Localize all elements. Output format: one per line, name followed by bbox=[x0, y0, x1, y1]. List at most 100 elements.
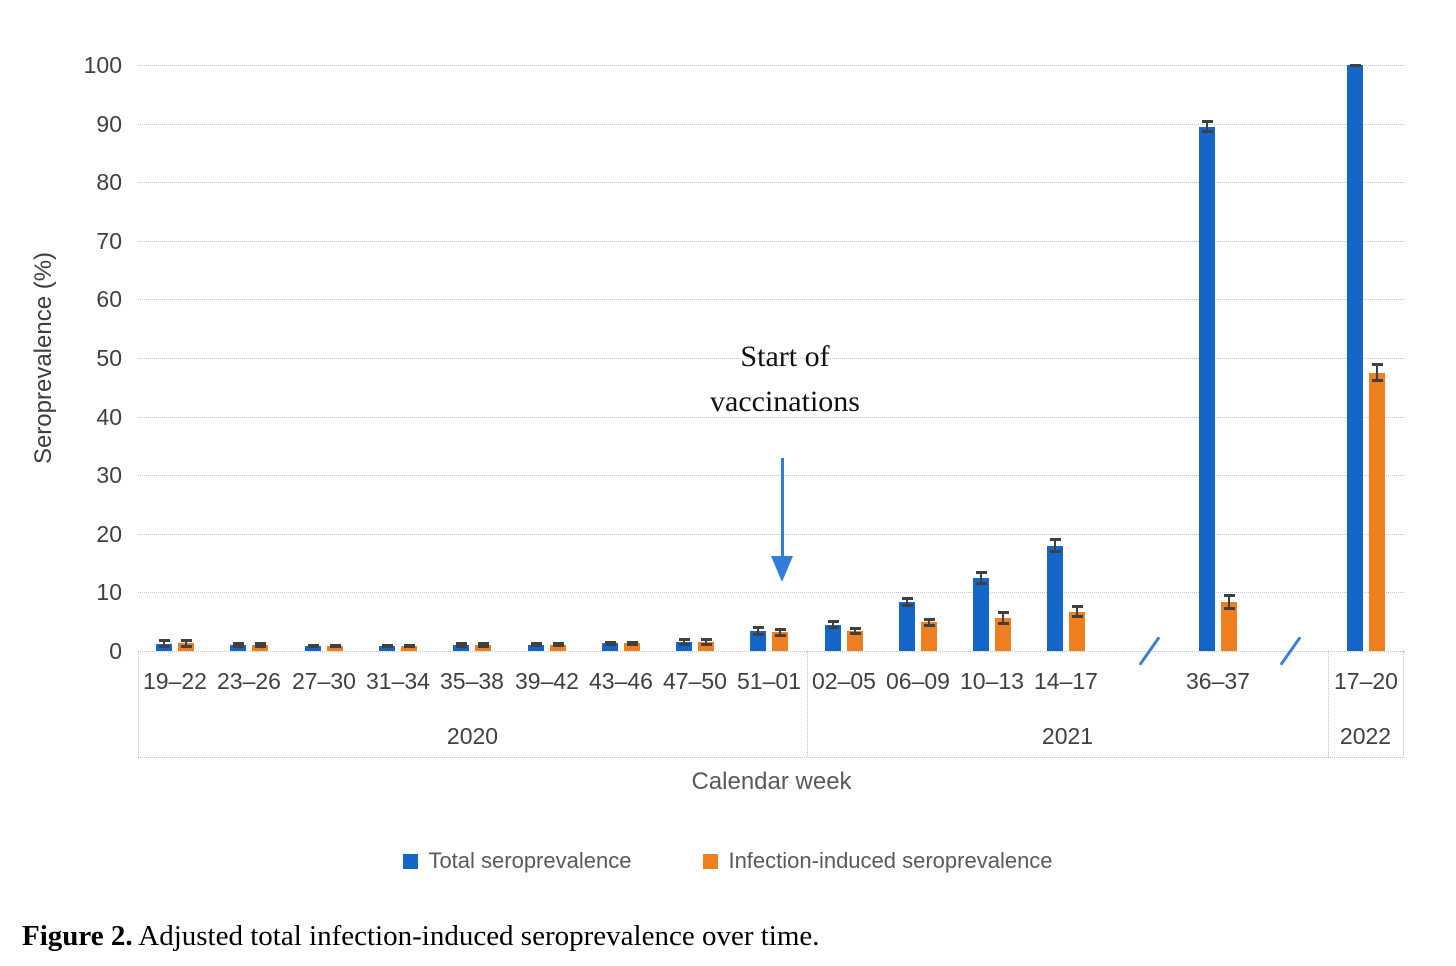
bar-total-02–05 bbox=[825, 624, 841, 651]
error-bar-total-35–38-cap-bottom bbox=[455, 644, 467, 648]
x-year-label-2022: 2022 bbox=[1339, 723, 1392, 749]
bar-total-14–17 bbox=[1047, 545, 1063, 651]
error-bar-total-02–05-cap-top bbox=[827, 620, 839, 624]
error-bar-infection-19–22-cap-top bbox=[180, 638, 192, 642]
error-bar-total-39–42-cap-bottom bbox=[530, 644, 542, 648]
error-bar-total-19–22-cap-top bbox=[158, 639, 170, 643]
error-bar-total-14–17-cap-top bbox=[1049, 538, 1061, 542]
gridline-90 bbox=[138, 123, 1405, 125]
error-bar-infection-10–13-line bbox=[1002, 612, 1004, 625]
x-category-label-10–13: 10–13 bbox=[960, 668, 1024, 694]
legend: Total seroprevalence Infection-induced se… bbox=[0, 848, 1456, 874]
bar-total-27–30 bbox=[305, 646, 321, 651]
bar-total-39–42 bbox=[528, 644, 544, 651]
error-bar-infection-17–20-cap-top bbox=[1371, 362, 1383, 366]
bar-infection-51–01 bbox=[772, 632, 788, 651]
error-bar-total-35–38-cap-top bbox=[455, 642, 467, 646]
error-bar-total-31–34-cap-bottom bbox=[381, 645, 393, 649]
x-category-label-17–20: 17–20 bbox=[1334, 668, 1398, 694]
x-axis-title: Calendar week bbox=[691, 768, 852, 795]
error-bar-total-06–09-line bbox=[906, 597, 908, 606]
error-bar-infection-14–17-line bbox=[1076, 606, 1078, 617]
error-bar-infection-23–26-cap-bottom bbox=[254, 644, 266, 648]
error-bar-infection-43–46-cap-bottom bbox=[626, 643, 638, 647]
bar-infection-36–37 bbox=[1221, 601, 1237, 651]
error-bar-total-19–22-line bbox=[163, 640, 165, 648]
x-category-label-31–34: 31–34 bbox=[366, 668, 430, 694]
error-bar-infection-02–05-line bbox=[854, 628, 856, 634]
annotation-line-2: vaccinations bbox=[710, 385, 860, 418]
error-bar-infection-17–20-line bbox=[1376, 363, 1378, 382]
error-bar-infection-39–42-cap-top bbox=[552, 641, 564, 645]
error-bar-infection-51–01-cap-top bbox=[774, 627, 786, 631]
legend-label-total: Total seroprevalence bbox=[428, 848, 632, 873]
error-bar-infection-43–46-cap-top bbox=[626, 640, 638, 644]
error-bar-total-19–22-cap-bottom bbox=[158, 645, 170, 649]
error-bar-infection-47–50-cap-bottom bbox=[700, 642, 712, 646]
error-bar-infection-02–05-cap-top bbox=[849, 627, 861, 631]
y-tick-label-10: 10 bbox=[96, 579, 122, 606]
error-bar-total-06–09-cap-top bbox=[901, 596, 913, 600]
y-tick-label-80: 80 bbox=[96, 169, 122, 196]
gridline-40 bbox=[138, 416, 1405, 418]
gridline-80 bbox=[138, 182, 1405, 184]
error-bar-infection-06–09-line bbox=[928, 618, 930, 626]
error-bar-total-10–13-cap-top bbox=[975, 571, 987, 575]
bar-infection-47–50 bbox=[698, 641, 714, 651]
x-category-label-51–01: 51–01 bbox=[737, 668, 801, 694]
x-category-label-35–38: 35–38 bbox=[440, 668, 504, 694]
error-bar-infection-14–17-cap-top bbox=[1071, 605, 1083, 609]
bar-infection-02–05 bbox=[847, 631, 863, 651]
bar-infection-17–20 bbox=[1369, 372, 1385, 651]
bar-infection-14–17 bbox=[1069, 611, 1085, 651]
error-bar-total-10–13-line bbox=[980, 572, 982, 585]
x-category-label-27–30: 27–30 bbox=[292, 668, 356, 694]
y-tick-label-40: 40 bbox=[96, 403, 122, 430]
bar-total-36–37 bbox=[1199, 126, 1215, 651]
bar-total-06–09 bbox=[899, 601, 915, 651]
error-bar-total-27–30-cap-bottom bbox=[307, 645, 319, 649]
error-bar-infection-36–37-cap-bottom bbox=[1223, 606, 1235, 610]
error-bar-total-39–42-cap-top bbox=[530, 641, 542, 645]
bar-infection-06–09 bbox=[921, 622, 937, 651]
bar-total-47–50 bbox=[676, 641, 692, 651]
caption-text: Adjusted total infection-induced seropre… bbox=[132, 920, 820, 952]
error-bar-infection-06–09-cap-bottom bbox=[923, 623, 935, 627]
legend-label-infection: Infection-induced seroprevalence bbox=[728, 848, 1053, 873]
x-category-label-02–05: 02–05 bbox=[812, 668, 876, 694]
gridline-30 bbox=[138, 475, 1405, 477]
error-bar-total-17–20-cap-bottom bbox=[1349, 63, 1361, 67]
error-bar-total-47–50-line bbox=[683, 638, 685, 645]
bar-total-17–20 bbox=[1347, 65, 1363, 651]
legend-item-total: Total seroprevalence bbox=[403, 848, 631, 874]
y-tick-label-100: 100 bbox=[83, 52, 122, 78]
error-bar-total-23–26-cap-bottom bbox=[232, 644, 244, 648]
y-tick-label-50: 50 bbox=[96, 345, 122, 371]
bar-infection-27–30 bbox=[327, 646, 343, 651]
y-tick-label-30: 30 bbox=[96, 462, 122, 489]
error-bar-total-23–26-cap-top bbox=[232, 642, 244, 646]
x-category-label-14–17: 14–17 bbox=[1034, 668, 1098, 694]
gridline-50 bbox=[138, 358, 1405, 359]
error-bar-total-47–50-cap-top bbox=[678, 637, 690, 641]
error-bar-infection-47–50-line bbox=[705, 638, 707, 645]
vaccination-arrow-line bbox=[781, 458, 784, 558]
error-bar-infection-06–09-cap-top bbox=[923, 617, 935, 621]
error-bar-infection-10–13-cap-bottom bbox=[997, 622, 1009, 626]
bar-total-23–26 bbox=[230, 645, 246, 651]
y-tick-label-90: 90 bbox=[96, 110, 122, 137]
figure-caption: Figure 2. Adjusted total infection-induc… bbox=[22, 920, 1432, 953]
y-tick-label-70: 70 bbox=[96, 227, 122, 254]
error-bar-total-36–37-line bbox=[1206, 120, 1208, 133]
bar-infection-23–26 bbox=[252, 645, 268, 651]
error-bar-total-36–37-cap-bottom bbox=[1201, 130, 1213, 134]
legend-swatch-infection bbox=[703, 853, 719, 869]
error-bar-total-10–13-cap-bottom bbox=[975, 582, 987, 586]
error-bar-total-14–17-line bbox=[1054, 539, 1056, 552]
error-bar-infection-10–13-cap-top bbox=[997, 611, 1009, 615]
error-bar-total-47–50-cap-bottom bbox=[678, 642, 690, 646]
error-bar-infection-27–30-cap-bottom bbox=[329, 645, 341, 649]
error-bar-total-51–01-line bbox=[757, 626, 759, 636]
x-axis-area: 19–22 23–26 27–30 31–34 35–38 39–42 43–46 47–50… bbox=[138, 651, 1405, 758]
